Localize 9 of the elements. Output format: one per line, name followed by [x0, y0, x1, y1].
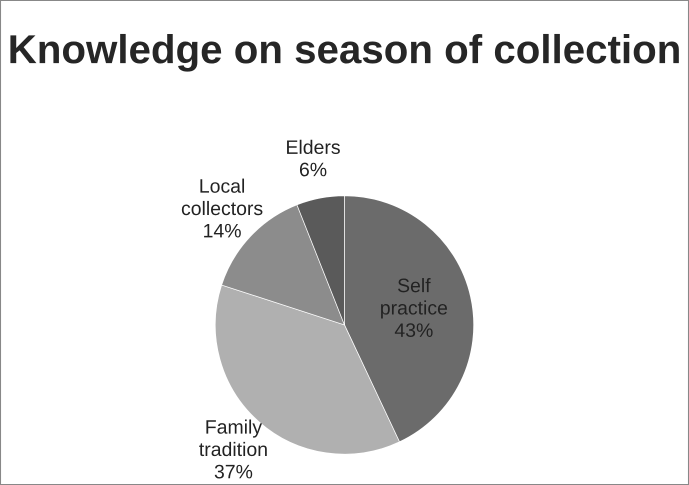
chart-title: Knowledge on season of collection: [10, 34, 679, 72]
slice-label: Elders: [287, 140, 340, 154]
data-label: 14%: [204, 224, 241, 238]
slice-label: Self practice: [381, 278, 448, 319]
data-label: 43%: [394, 323, 433, 338]
slice-label: Local collectors: [182, 178, 262, 216]
data-label: 37%: [214, 464, 252, 478]
data-label: 6%: [300, 162, 326, 176]
slice-label: Family tradition: [199, 420, 267, 456]
